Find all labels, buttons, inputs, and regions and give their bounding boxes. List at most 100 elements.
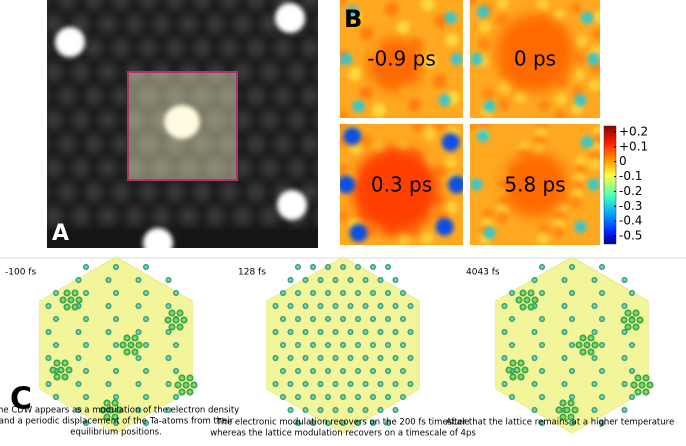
atom-cluster	[591, 341, 599, 349]
atom	[362, 329, 369, 335]
atom	[295, 264, 301, 270]
atom-cluster	[636, 316, 644, 324]
stm-blob	[87, 89, 101, 103]
map-texture	[570, 2, 582, 14]
atom	[599, 316, 605, 322]
map-texture	[398, 233, 410, 245]
atom	[113, 264, 119, 270]
stm-blob	[249, 89, 263, 103]
atom	[310, 342, 316, 348]
map-texture	[446, 202, 458, 214]
atom	[143, 420, 149, 426]
map-texture	[570, 196, 582, 208]
map-texture	[387, 2, 399, 14]
atom	[569, 368, 575, 374]
atom-cluster	[63, 303, 71, 311]
atom-cluster	[186, 388, 194, 396]
map-texture	[575, 35, 587, 47]
atom	[173, 342, 179, 348]
atom	[325, 342, 331, 348]
atom-cluster	[527, 303, 535, 311]
map-texture	[340, 124, 346, 130]
atom	[165, 329, 172, 335]
atom	[143, 264, 149, 270]
stm-blob	[127, 209, 142, 223]
atom-cluster	[190, 381, 198, 389]
map-spot	[587, 53, 600, 65]
atom	[280, 368, 286, 374]
stm-blob	[20, 161, 34, 175]
stm-blob	[154, 17, 169, 31]
atom	[75, 329, 82, 335]
atom	[280, 316, 286, 322]
atom	[340, 420, 346, 426]
stm-blob	[60, 0, 74, 7]
stm-blob	[47, 65, 61, 79]
atom	[591, 355, 598, 361]
atom	[53, 394, 59, 400]
atom	[355, 290, 361, 296]
atom-cluster	[178, 388, 186, 396]
atom	[332, 329, 339, 335]
atom	[569, 316, 575, 322]
stm-blob	[20, 17, 34, 31]
atom	[599, 420, 605, 426]
atom	[621, 381, 628, 387]
atom	[539, 420, 545, 426]
stm-blob	[141, 0, 155, 7]
map-texture	[498, 98, 510, 110]
atom	[569, 290, 575, 296]
atom-cluster	[67, 296, 75, 304]
map-texture	[552, 226, 564, 238]
atom	[325, 394, 331, 400]
atom	[272, 303, 279, 309]
atom-cluster	[61, 359, 69, 367]
atom-cluster	[71, 303, 79, 311]
stm-blob	[235, 65, 250, 79]
atom	[355, 394, 361, 400]
atom	[377, 381, 384, 387]
stm-blob	[47, 209, 61, 223]
atom	[599, 368, 605, 374]
atom	[295, 290, 301, 296]
atom	[385, 342, 391, 348]
atom	[332, 407, 339, 413]
atom	[332, 355, 339, 361]
atom	[165, 407, 172, 413]
atom-cluster	[517, 373, 525, 381]
stm-blob	[222, 185, 236, 199]
atom	[83, 420, 89, 426]
stm-blob	[303, 89, 317, 103]
map-texture	[340, 210, 348, 222]
caption-line: After that the lattice remains at a high…	[446, 418, 674, 428]
atom-cluster	[131, 348, 139, 356]
map-spot	[483, 226, 496, 239]
atom	[135, 277, 142, 283]
stm-blob	[168, 41, 182, 55]
atom	[355, 316, 361, 322]
atom-cluster	[176, 323, 184, 331]
atom	[355, 420, 361, 426]
stm-blob	[222, 0, 236, 7]
atom-cluster	[523, 296, 531, 304]
stm-blob	[47, 161, 61, 175]
stm-blob	[303, 137, 317, 151]
atom-cluster	[168, 323, 176, 331]
atom	[173, 394, 179, 400]
atom-cluster	[624, 323, 632, 331]
map-spot	[574, 94, 587, 107]
panel-c: -100 fs The CDW appears as a modulation o…	[0, 256, 686, 439]
atom	[621, 355, 628, 361]
atom	[392, 381, 399, 387]
stm-blob	[195, 185, 209, 199]
atom-cluster	[517, 359, 525, 367]
stm-blob	[127, 17, 142, 31]
map-texture	[593, 11, 600, 23]
atom	[355, 342, 361, 348]
atom-cluster	[646, 381, 654, 389]
atom-cluster	[186, 374, 194, 382]
stm-blob	[208, 209, 223, 223]
atom-cluster	[71, 289, 79, 297]
atom	[53, 342, 59, 348]
